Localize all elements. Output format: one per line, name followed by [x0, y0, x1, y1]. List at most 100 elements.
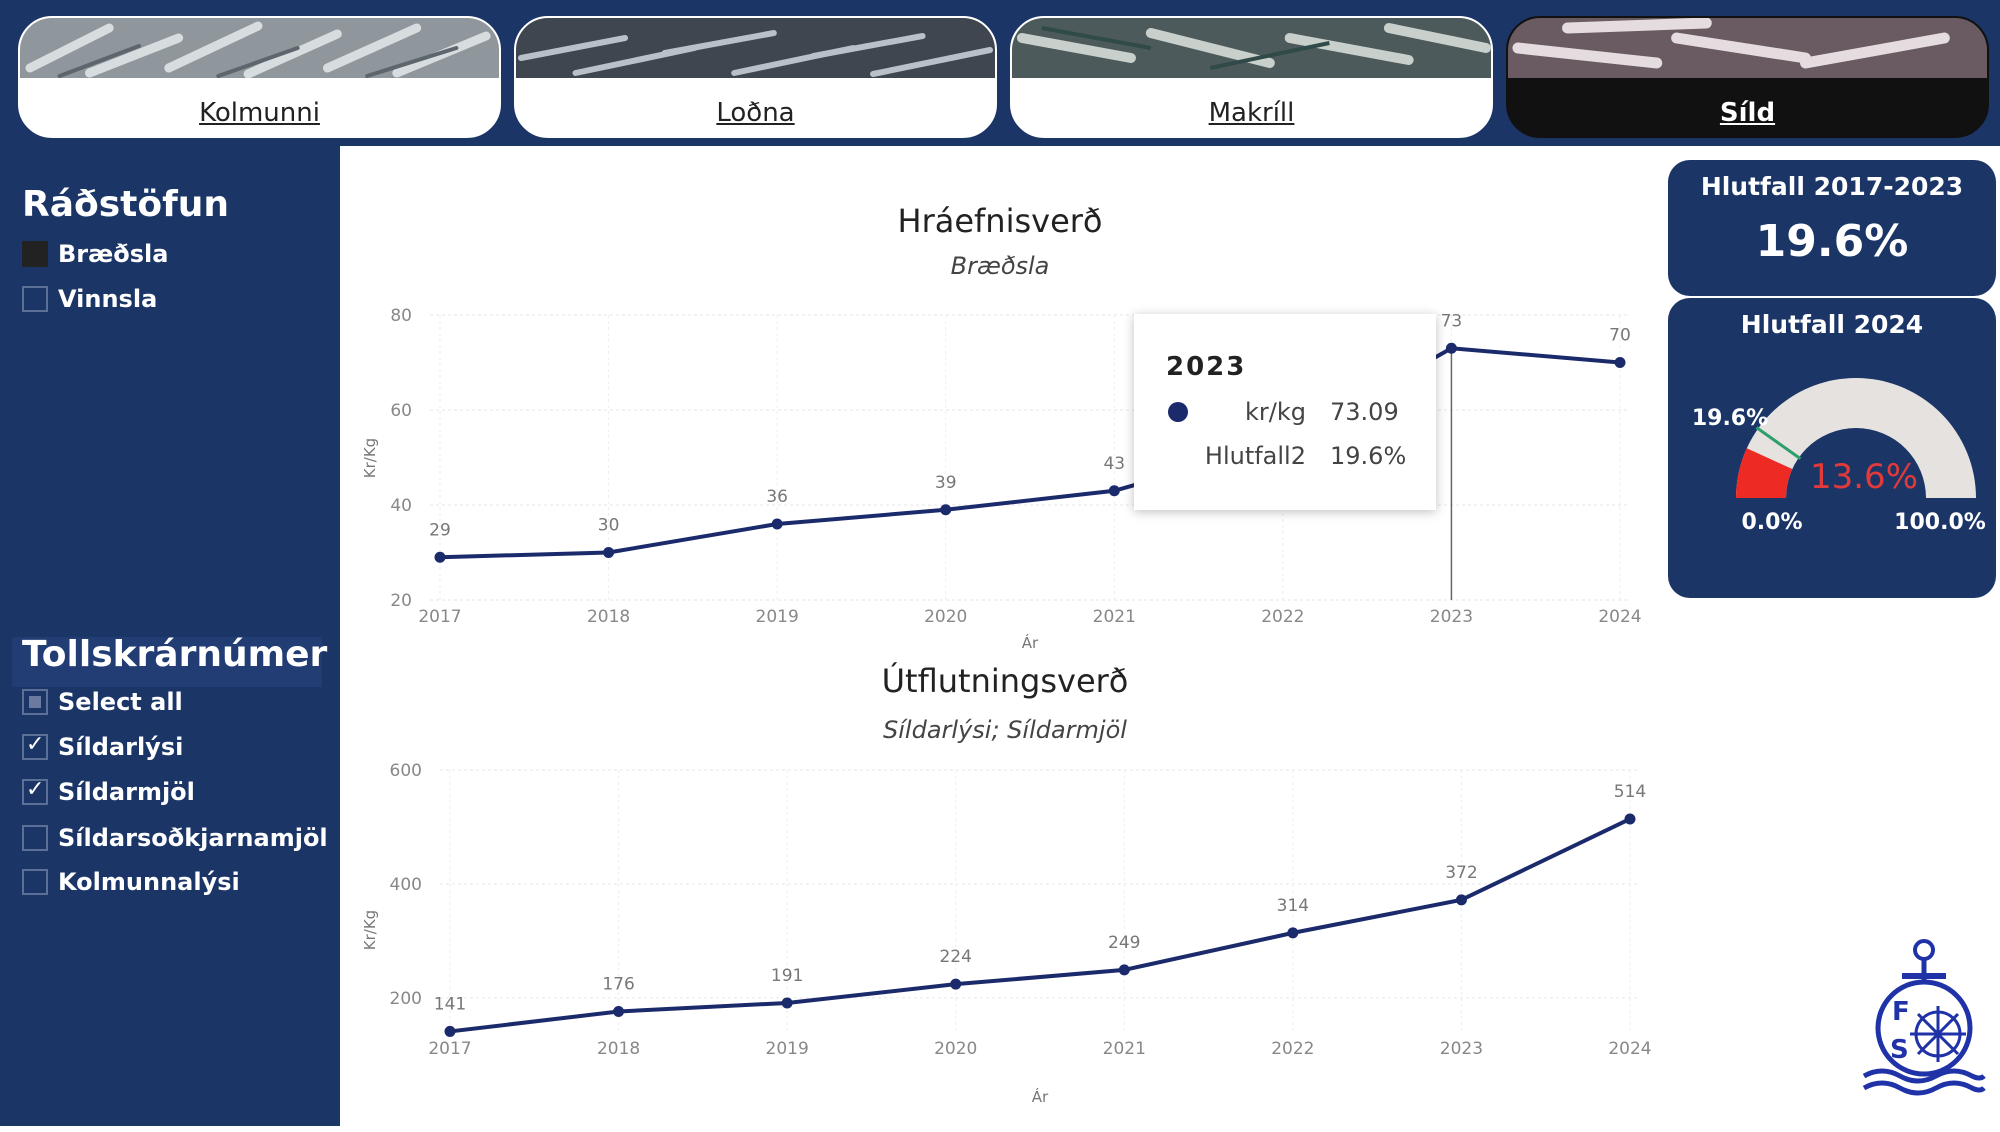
data-point	[781, 997, 793, 1009]
gauge-fill	[1736, 448, 1793, 498]
x-tick-label: 2017	[418, 607, 461, 627]
chart-subtitle: Síldarlýsi; Síldarmjöl	[883, 716, 1127, 744]
data-point	[771, 518, 783, 530]
data-label: 70	[1609, 326, 1631, 346]
data-point	[1445, 342, 1457, 354]
x-tick-label: 2024	[1608, 1039, 1651, 1059]
series-line	[449, 817, 1631, 1034]
gauge-track	[1736, 378, 1976, 498]
checkbox[interactable]	[22, 869, 48, 895]
x-tick-label: 2020	[924, 607, 967, 627]
tab-label: Kolmunni	[199, 98, 320, 128]
x-tick-label: 2018	[597, 1039, 640, 1059]
radstofun-option-braedsla[interactable]: Bræðsla	[22, 236, 168, 272]
tollskra-title: Tollskrárnúmer	[22, 634, 328, 675]
tooltip-key: Hlutfall2	[1204, 442, 1306, 470]
x-tick-label: 2019	[766, 1039, 809, 1059]
data-point	[613, 1005, 625, 1017]
kpi-title: Hlutfall 2024	[1740, 310, 1924, 339]
tooltip-value: 19.6%	[1330, 442, 1407, 470]
x-axis-label: Ár	[1022, 633, 1039, 652]
data-label: 29	[429, 520, 451, 540]
y-axis-label: Kr/Kg	[361, 910, 379, 950]
checkbox[interactable]	[22, 241, 48, 267]
kpi-card-hlutfall-2017-2023: Hlutfall 2017-2023 19.6%	[1668, 160, 1996, 296]
y-tick-label: 40	[390, 496, 412, 516]
option-label: Bræðsla	[58, 240, 169, 268]
svg-text:S: S	[1890, 1035, 1909, 1065]
data-label: 39	[935, 473, 957, 493]
gauge-max-label: 100.0%	[1894, 510, 1986, 535]
data-point	[1287, 927, 1299, 939]
tollskra-option-sildarlysi[interactable]: Síldarlýsi	[22, 729, 183, 765]
gauge-chart: 19.6% 13.6% 0.0% 100.0%	[1692, 378, 1986, 535]
radstofun-option-vinnsla[interactable]: Vinnsla	[22, 281, 157, 317]
checkbox[interactable]	[22, 777, 48, 805]
x-tick-label: 2018	[587, 607, 630, 627]
filter-sidebar: Ráðstöfun Bræðsla Vinnsla Tollskrárnúmer…	[0, 146, 340, 1126]
tollskra-option-select-all[interactable]: Select all	[22, 684, 183, 720]
gauge-target-marker	[1755, 426, 1802, 460]
tooltip-year: 2023	[1166, 352, 1247, 382]
data-point	[940, 504, 952, 516]
hraefnisverd-line-chart: Hráefnisverð Bræðsla Kr/Kg Ár 20 40 60 80 20…	[361, 202, 1642, 652]
x-tick-label: 2017	[428, 1039, 471, 1059]
option-label: Kolmunnalýsi	[58, 868, 240, 896]
data-point	[603, 547, 615, 558]
gauge-min-label: 0.0%	[1741, 510, 1802, 535]
tollskra-option-kolmunnalysi[interactable]: Kolmunnalýsi	[22, 864, 240, 900]
tab-makrill[interactable]: Makríll	[1010, 16, 1493, 138]
tollskra-option-sildarsodkjarnamjol[interactable]: Síldarsoðkjarnamjöl	[22, 820, 328, 856]
data-point	[1614, 357, 1626, 368]
radstofun-title: Ráðstöfun	[22, 184, 230, 225]
tollskra-option-sildarmjol[interactable]: Síldarmjöl	[22, 774, 195, 810]
x-tick-label: 2019	[756, 607, 799, 627]
kpi-value: 19.6%	[1755, 216, 1909, 267]
x-tick-label: 2024	[1598, 607, 1641, 627]
y-tick-label: 600	[390, 761, 422, 781]
checkbox[interactable]	[22, 286, 48, 312]
chart-subtitle: Bræðsla	[951, 252, 1050, 280]
data-label: 372	[1445, 863, 1477, 883]
x-tick-label: 2023	[1430, 607, 1473, 627]
x-tick-label: 2020	[934, 1039, 977, 1059]
tab-lodna[interactable]: Loðna	[514, 16, 997, 138]
data-label: 73	[1441, 311, 1463, 331]
x-tick-label: 2023	[1440, 1039, 1483, 1059]
data-point	[1108, 485, 1120, 497]
data-point	[1118, 964, 1130, 976]
y-tick-label: 20	[390, 591, 412, 611]
data-label: 141	[434, 994, 466, 1014]
y-axis-label: Kr/Kg	[361, 438, 379, 478]
data-label: 36	[766, 487, 788, 507]
y-tick-label: 80	[390, 306, 412, 326]
y-tick-label: 60	[390, 401, 412, 421]
data-point	[444, 1025, 456, 1037]
tab-label: Loðna	[716, 98, 795, 128]
tab-kolmunni[interactable]: Kolmunni	[18, 16, 501, 138]
x-tick-label: 2021	[1103, 1039, 1146, 1059]
y-tick-label: 200	[390, 989, 422, 1009]
checkbox[interactable]	[22, 825, 48, 851]
y-tick-label: 400	[390, 875, 422, 895]
option-label: Select all	[58, 688, 183, 716]
chart-title: Útflutningsverð	[882, 661, 1129, 700]
tollskra-header-bar	[12, 637, 322, 687]
fish-image	[1508, 18, 1987, 78]
checkbox[interactable]	[22, 732, 48, 760]
option-label: Síldarmjöl	[58, 778, 195, 806]
gauge-value: 13.6%	[1810, 457, 1918, 497]
tab-sild[interactable]: Síld	[1506, 16, 1989, 138]
gauge-target-label: 19.6%	[1692, 406, 1768, 431]
data-label: 314	[1277, 896, 1309, 916]
tab-label: Síld	[1719, 98, 1776, 128]
x-tick-label: 2021	[1093, 607, 1136, 627]
fish-image	[516, 18, 995, 78]
data-point	[434, 551, 446, 563]
fish-image	[1012, 18, 1491, 78]
series-marker-icon	[1168, 402, 1188, 422]
data-point	[950, 978, 962, 990]
utflutningsverd-line-chart: Útflutningsverð Síldarlýsi; Síldarmjöl K…	[361, 661, 1652, 1106]
tooltip-key: kr/kg	[1245, 398, 1306, 426]
checkbox[interactable]	[22, 689, 48, 715]
